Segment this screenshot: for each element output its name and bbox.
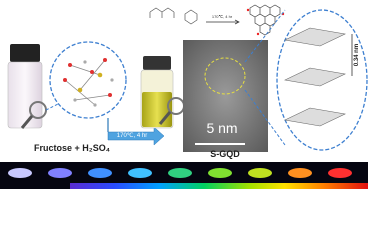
precursor-label: Fructose + H₂SO₄: [34, 143, 110, 153]
process-arrow: [107, 118, 165, 146]
reaction-scheme: [149, 4, 285, 36]
vial-precursor: [7, 44, 43, 129]
reaction-condition: 170℃, 4 hr: [212, 14, 233, 19]
product-label: S-GQD: [210, 149, 240, 159]
tem-image: [183, 40, 268, 152]
spacing-label: 0.34 nm: [354, 44, 360, 66]
scale-bar-label: 5 nm: [206, 120, 237, 136]
vial-product: [140, 56, 174, 129]
process-condition: 170℃, 4 hr: [117, 133, 147, 139]
layer-zoom: [244, 9, 368, 151]
molecule-zoom: [45, 41, 127, 119]
emission-strip: [0, 162, 368, 189]
figure: 170℃, 4 hr Fructose + H₂SO₄ 170℃, 4 hr: [0, 4, 368, 189]
